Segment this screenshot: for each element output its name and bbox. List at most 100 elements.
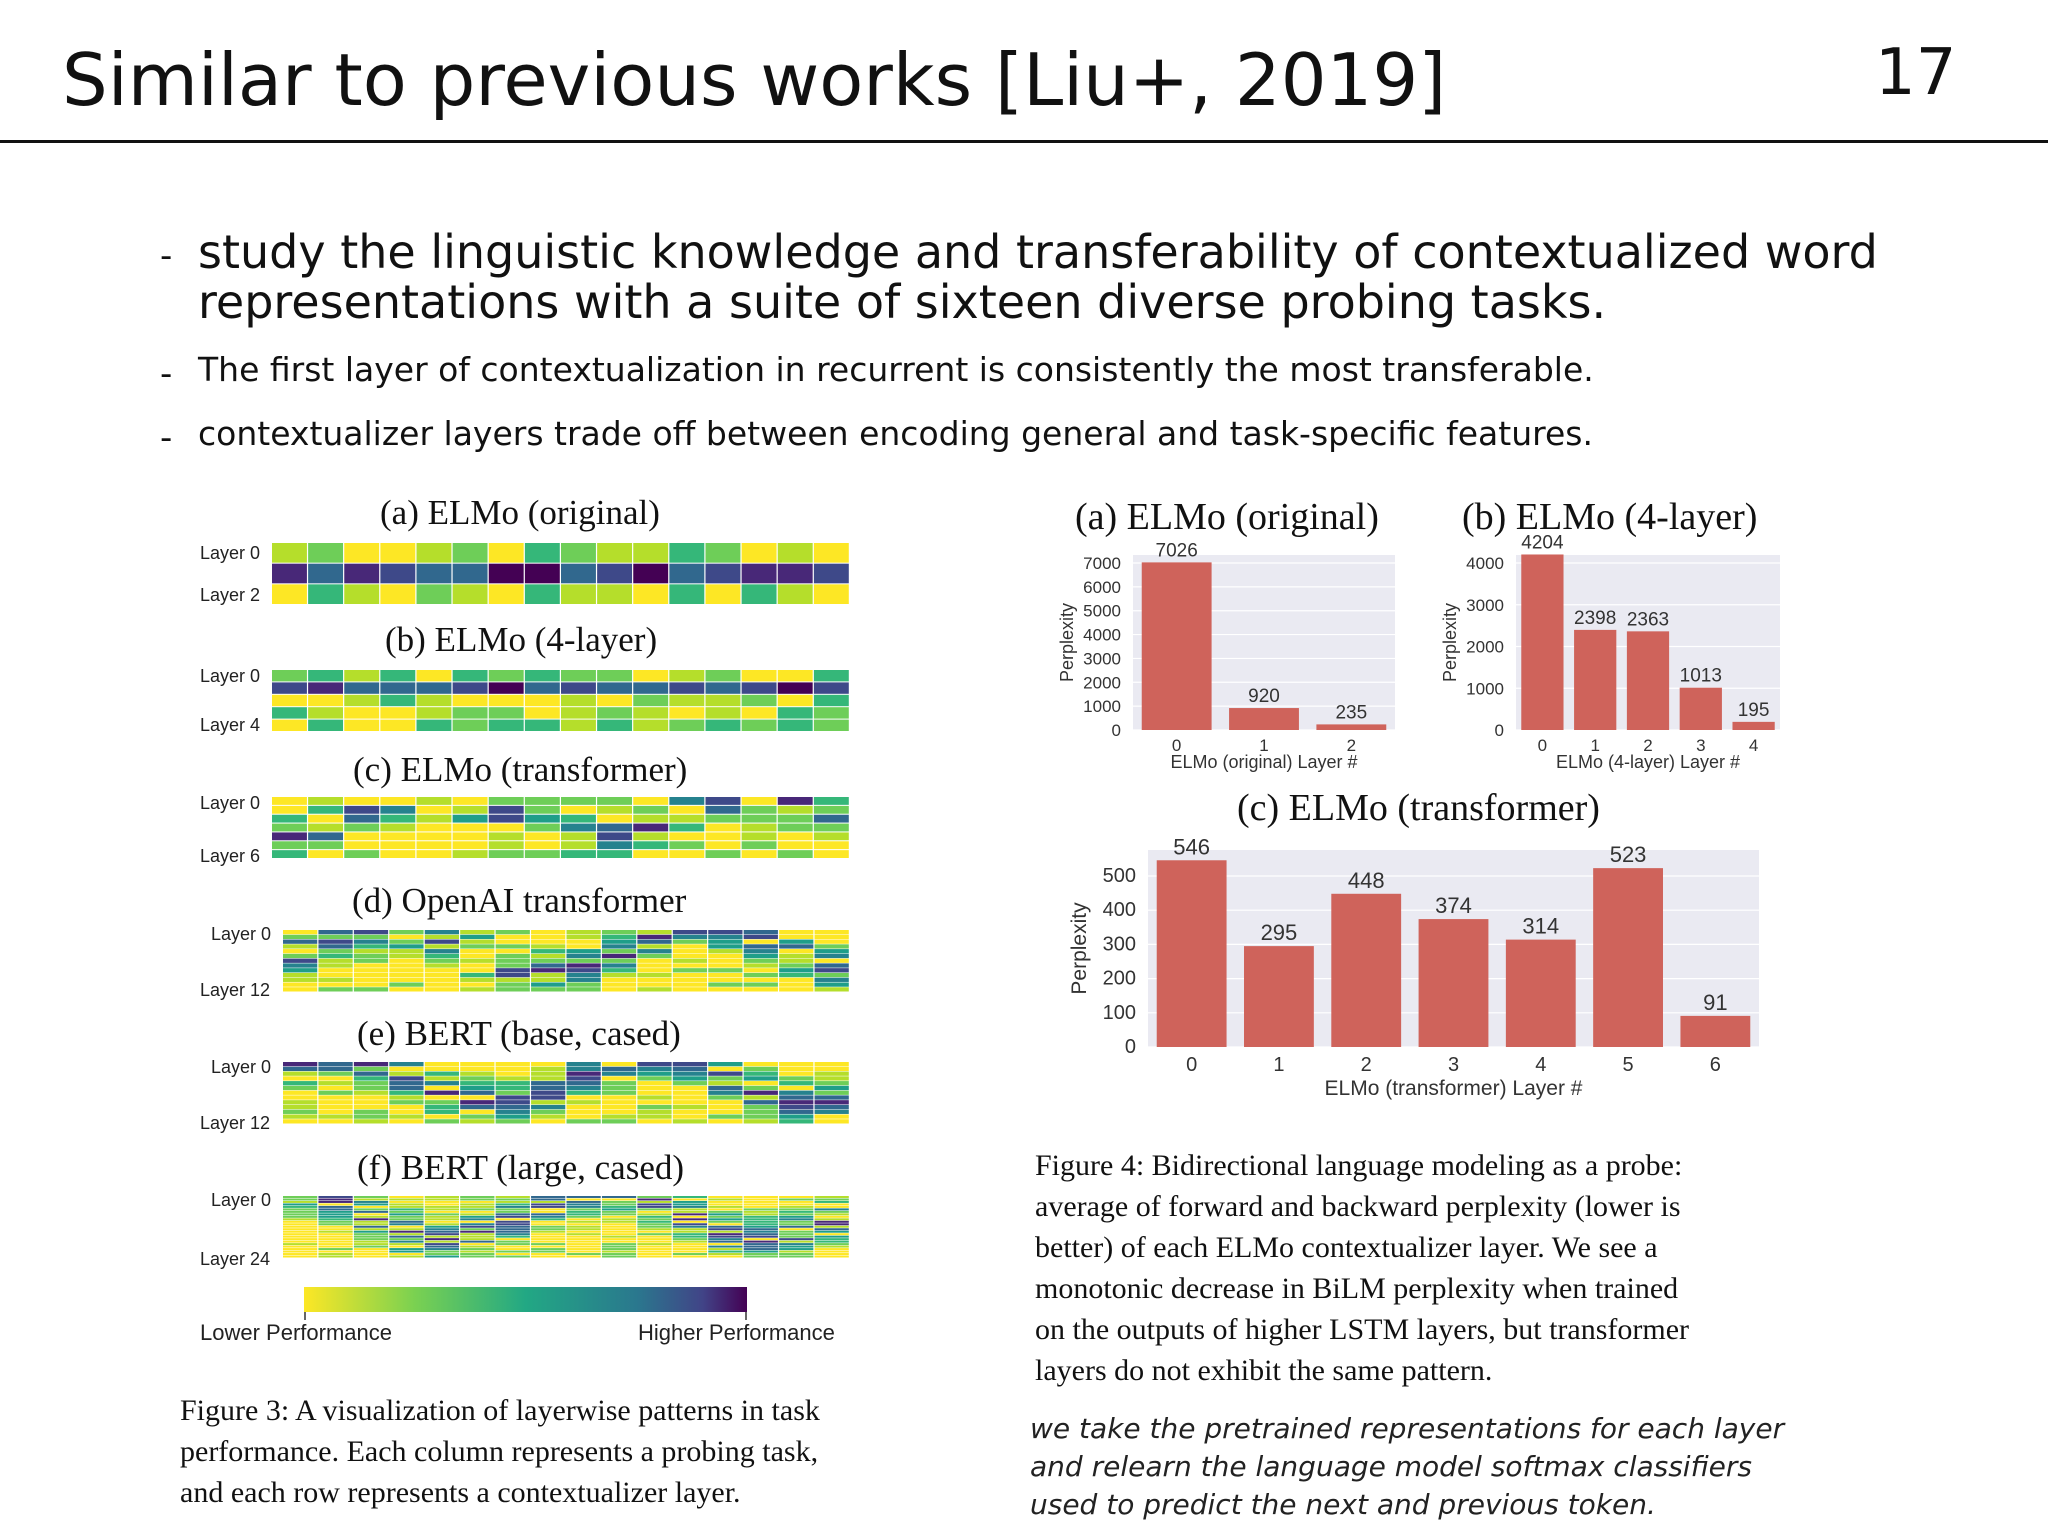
heatmap-cell: [460, 1248, 495, 1251]
heatmap-cell: [601, 1240, 637, 1243]
heatmap-cell: [424, 1215, 459, 1218]
heatmap-cell: [389, 1076, 424, 1081]
heatmap-cell: [531, 1200, 566, 1203]
panel-d-title: (d) OpenAI transformer: [352, 881, 687, 920]
heatmap-cell: [353, 949, 389, 954]
heatmap-cell: [566, 1253, 601, 1256]
heatmap-cell: [743, 934, 778, 940]
heatmap-cell: [672, 1228, 708, 1231]
heatmap-cell: [743, 1203, 778, 1206]
heatmap-cell: [601, 1213, 637, 1216]
heatmap-cell: [318, 1208, 353, 1211]
heatmap-cell: [424, 1200, 459, 1203]
heatmap-cell: [460, 1223, 495, 1226]
y-axis-label: Perplexity: [1068, 902, 1091, 995]
heatmap-cell: [272, 543, 307, 563]
heatmap-cell: [777, 719, 813, 731]
heatmap-cell: [566, 949, 601, 954]
y-tick-label: 300: [1103, 933, 1136, 955]
heatmap-cell: [566, 963, 601, 968]
heatmap-cell: [353, 1230, 389, 1233]
heatmap-cell: [389, 1218, 424, 1221]
heatmap-cell: [308, 707, 344, 719]
heatmap-cell: [380, 670, 416, 682]
bar: [1626, 631, 1670, 730]
heatmap-cell: [672, 949, 708, 954]
heatmap-cell: [741, 814, 777, 823]
heatmap-cell: [495, 977, 530, 982]
bullet-3: contextualizer layers trade off between …: [198, 414, 1593, 453]
heatmap-cell: [495, 1076, 530, 1081]
heatmap-cell: [353, 1223, 389, 1226]
heatmap-cell: [353, 1228, 389, 1231]
heatmap-cell: [495, 1243, 530, 1246]
heatmap-cell: [424, 982, 459, 987]
heatmap-cell: [637, 1240, 672, 1243]
heatmap-cell: [814, 1198, 849, 1201]
heatmap-cell: [318, 1218, 353, 1221]
heatmap-cell: [424, 1062, 459, 1067]
panel-c-title: (c) ELMo (transformer): [353, 750, 688, 789]
heatmap-cell: [318, 972, 353, 978]
heatmap-cell: [495, 1215, 530, 1218]
heatmap-cell: [344, 707, 380, 719]
caption-line: performance. Each column represents a pr…: [180, 1435, 819, 1468]
heatmap-cell: [566, 1200, 601, 1203]
heatmap-cell: [424, 1225, 459, 1228]
x-tick-label: 2: [1643, 736, 1652, 755]
heatmap-cell: [779, 1104, 814, 1110]
heatmap-cell: [318, 1200, 353, 1203]
heatmap-cell: [318, 953, 353, 959]
heatmap-cell: [779, 939, 814, 944]
heatmap-cell: [637, 958, 672, 963]
heatmap-cell: [669, 694, 705, 707]
heatmap-cell: [672, 1233, 708, 1236]
heatmap-cell: [669, 823, 705, 832]
heatmap-cell: [633, 707, 669, 719]
heatmap-cell: [460, 939, 495, 944]
heatmap-cell: [779, 1076, 814, 1081]
heatmap-cell: [495, 944, 530, 949]
heatmap-cell: [672, 1230, 708, 1233]
heatmap-cell: [460, 958, 495, 963]
heatmap-cell: [637, 1208, 672, 1211]
title-divider: [0, 140, 2048, 143]
heatmap-cell: [488, 707, 524, 719]
heatmap-cell: [524, 814, 560, 823]
heatmap-cell: [637, 1215, 672, 1218]
heatmap-cell: [424, 949, 459, 954]
bar: [1593, 868, 1663, 1047]
heatmap-cell: [389, 1210, 424, 1213]
heatmap-cell: [424, 1223, 459, 1226]
heatmap-cell: [452, 682, 488, 694]
heatmap-cell: [561, 563, 596, 584]
heatmap-cell: [424, 930, 459, 935]
bar-value-label: 920: [1248, 686, 1280, 707]
heatmap-cell: [452, 850, 488, 858]
heatmap-cell: [672, 953, 708, 959]
heatmap-cell: [705, 707, 741, 719]
heatmap-cell: [637, 1203, 672, 1206]
heatmap-cell: [597, 832, 633, 841]
heatmap-cell: [601, 1233, 637, 1236]
bar-value-label: 2363: [1627, 609, 1669, 630]
heatmap-cell: [601, 1208, 637, 1211]
colorbar-low-label: Lower Performance: [200, 1320, 392, 1345]
heatmap-cell: [495, 972, 530, 978]
heatmap-cell: [389, 1238, 424, 1241]
heatmap-cell: [633, 841, 669, 850]
heatmap-cell: [601, 1090, 637, 1095]
heatmap-cell: [353, 982, 389, 987]
heatmap-cell: [318, 930, 353, 935]
heatmap-cell: [566, 1220, 601, 1223]
heatmap-cell: [708, 1208, 743, 1211]
heatmap-cell: [353, 977, 389, 982]
heatmap-cell: [566, 1255, 601, 1258]
heatmap-cell: [708, 1225, 743, 1228]
heatmap-cell: [566, 968, 601, 973]
panel-e-bottom-label: Layer 12: [200, 1113, 271, 1133]
heatmap-cell: [308, 832, 344, 841]
heatmap-cell: [672, 1238, 708, 1241]
heatmap-cell: [353, 1233, 389, 1236]
heatmap-cell: [531, 1220, 566, 1223]
